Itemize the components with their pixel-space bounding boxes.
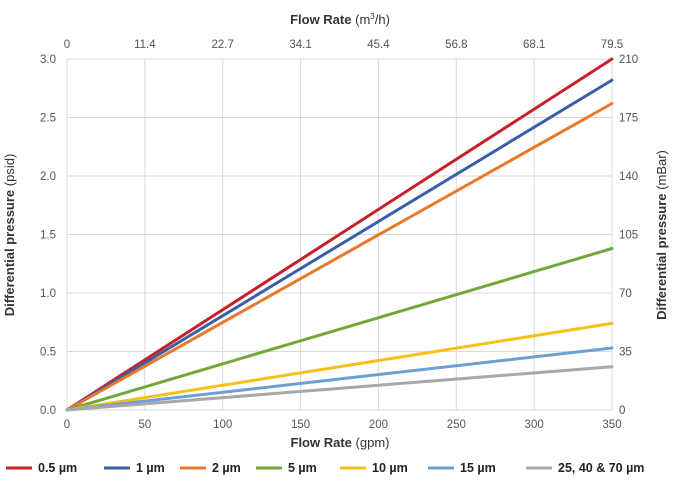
y-right-tick-label: 70 xyxy=(619,288,632,300)
y-right-tick-label: 175 xyxy=(619,113,638,125)
x-bottom-tick-label: 350 xyxy=(602,419,621,431)
right-axis-title: Differential pressure (mBar) xyxy=(654,150,669,320)
x-bottom-tick-label: 250 xyxy=(447,419,466,431)
series-line-0 xyxy=(65,57,614,412)
legend-label: 5 µm xyxy=(288,461,317,475)
x-top-tick-label: 11.4 xyxy=(134,39,156,51)
y-left-tick-label: 2.5 xyxy=(40,113,56,125)
x-bottom-tick-label: 150 xyxy=(291,419,310,431)
legend-label: 1 µm xyxy=(136,461,165,475)
x-top-tick-label: 22.7 xyxy=(212,39,234,51)
x-bottom-tick-label: 100 xyxy=(213,419,232,431)
legend-label: 2 µm xyxy=(212,461,241,475)
x-bottom-tick-label: 300 xyxy=(525,419,544,431)
x-bottom-tick-label: 0 xyxy=(64,419,70,431)
series-line-6 xyxy=(65,365,614,412)
bottom-axis-title: Flow Rate (gpm) xyxy=(291,435,390,450)
x-bottom-tick-label: 200 xyxy=(369,419,388,431)
y-left-tick-label: 2.0 xyxy=(40,171,56,183)
y-right-tick-label: 35 xyxy=(619,347,632,359)
x-bottom-tick-label: 50 xyxy=(138,419,151,431)
legend-label: 0.5 µm xyxy=(38,461,77,475)
y-right-tick-label: 105 xyxy=(619,230,638,242)
y-left-tick-label: 1.5 xyxy=(40,230,56,242)
series-lines xyxy=(65,57,614,412)
top-axis-title: Flow Rate (m3/h) xyxy=(290,12,390,27)
tick-labels: 0 0 50 11.4 100 22.7 150 34.1 200 45.4 250 56.8 300 6… xyxy=(40,39,638,431)
x-top-tick-label: 0 xyxy=(64,39,70,51)
y-left-tick-label: 1.0 xyxy=(40,288,56,300)
y-right-tick-label: 0 xyxy=(619,405,625,417)
x-top-tick-label: 45.4 xyxy=(367,39,390,51)
series-line-4 xyxy=(65,321,614,412)
y-left-tick-label: 3.0 xyxy=(40,54,56,66)
legend-label: 15 µm xyxy=(460,461,496,475)
y-left-tick-label: 0.5 xyxy=(40,347,56,359)
legend: 0.5 µm 1 µm 2 µm 5 µm 10 µm 15 µm 25, 40 & 70 … xyxy=(6,461,644,475)
series-line-2 xyxy=(65,102,614,412)
x-top-tick-label: 68.1 xyxy=(523,39,545,51)
x-top-tick-label: 34.1 xyxy=(289,39,311,51)
x-top-tick-label: 79.5 xyxy=(601,39,623,51)
left-axis-title: Differential pressure (psid) xyxy=(2,154,17,317)
y-left-tick-label: 0.0 xyxy=(40,405,56,417)
y-right-tick-label: 210 xyxy=(619,54,638,66)
series-line-1 xyxy=(65,78,614,412)
y-right-tick-label: 140 xyxy=(619,171,638,183)
series-line-5 xyxy=(65,346,614,412)
x-top-tick-label: 56.8 xyxy=(445,39,467,51)
series-line-3 xyxy=(65,247,614,412)
legend-label: 25, 40 & 70 µm xyxy=(558,461,644,475)
legend-label: 10 µm xyxy=(372,461,408,475)
